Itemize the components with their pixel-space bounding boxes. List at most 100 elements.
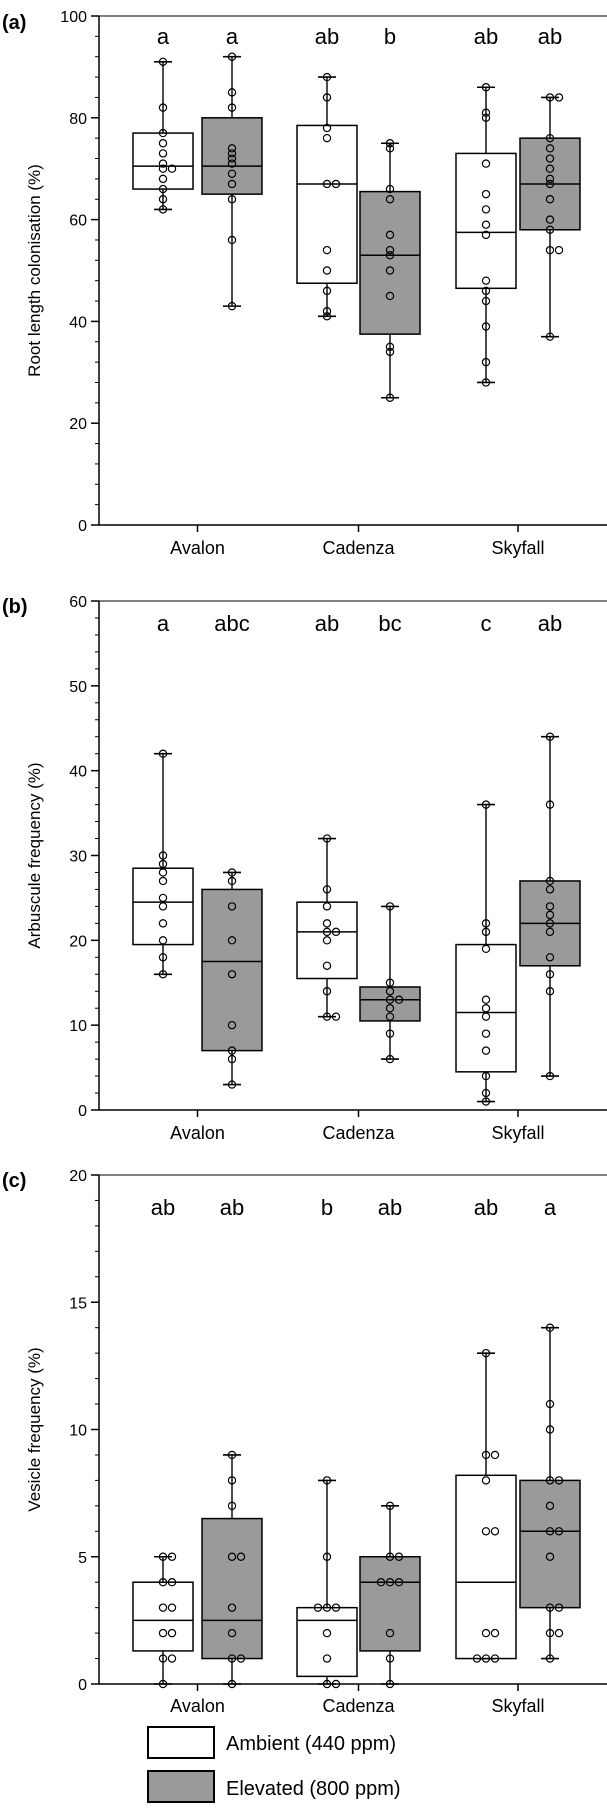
significance-letter: ab	[474, 1195, 498, 1220]
data-point	[385, 995, 395, 1004]
data-point	[227, 1450, 237, 1460]
data-point	[227, 149, 237, 158]
data-point	[385, 1628, 395, 1638]
data-point	[331, 1679, 341, 1689]
box-iqr	[132, 867, 194, 946]
data-point	[545, 174, 555, 184]
data-point	[313, 1603, 323, 1612]
data-point	[545, 987, 555, 996]
data-point	[227, 1476, 237, 1485]
data-point	[545, 1654, 555, 1663]
box-ambient	[132, 57, 194, 214]
x-category-label: Skyfall	[491, 1696, 544, 1716]
data-point	[227, 1046, 237, 1055]
data-point	[322, 286, 332, 296]
legend-label-elevated: Elevated (800 ppm)	[226, 1778, 401, 1800]
data-point	[322, 72, 332, 82]
y-axis-title: Root length colonisation (%)	[25, 164, 44, 377]
data-point	[385, 342, 395, 352]
panel-label: (c)	[2, 1170, 26, 1192]
data-point	[545, 93, 555, 102]
data-point	[545, 215, 555, 224]
data-point	[554, 1603, 564, 1612]
data-point	[158, 876, 168, 886]
data-point	[545, 133, 555, 143]
box-elevated	[519, 732, 581, 1081]
significance-letter: ab	[474, 24, 498, 49]
data-point	[227, 1020, 237, 1030]
data-point	[331, 1603, 341, 1612]
data-point	[158, 868, 168, 877]
data-point	[158, 128, 168, 138]
data-point	[545, 1323, 555, 1332]
y-tick-label: 0	[78, 1103, 87, 1120]
data-point	[481, 1527, 491, 1536]
y-tick-label: 10	[69, 1018, 87, 1035]
significance-letter: a	[157, 611, 170, 636]
data-point	[322, 1552, 332, 1561]
data-point	[554, 245, 564, 255]
box-ambient	[132, 1552, 194, 1689]
data-point	[385, 1679, 395, 1689]
data-point	[545, 953, 555, 962]
data-point	[236, 1654, 246, 1663]
data-point	[385, 139, 395, 148]
data-point	[158, 103, 168, 112]
data-point	[545, 927, 555, 937]
data-point	[490, 1450, 500, 1460]
data-point	[385, 195, 395, 204]
data-point	[481, 1654, 491, 1663]
box-elevated	[359, 1501, 421, 1689]
x-category-label: Avalon	[170, 538, 225, 558]
data-point	[331, 927, 341, 937]
data-point	[158, 859, 168, 869]
data-point	[158, 1577, 168, 1587]
data-point	[227, 159, 237, 168]
box-iqr	[201, 1517, 263, 1660]
box-iqr	[455, 943, 517, 1073]
data-point	[227, 1628, 237, 1638]
y-axis-title: Arbuscule frequency (%)	[25, 762, 44, 948]
data-point	[481, 1088, 491, 1098]
data-point	[227, 1552, 237, 1561]
data-point	[545, 179, 555, 189]
data-point	[545, 919, 555, 928]
panel-label: (a)	[2, 12, 26, 34]
data-point	[481, 944, 491, 954]
data-point	[376, 1577, 386, 1587]
data-point	[227, 179, 237, 189]
data-point	[167, 1577, 177, 1587]
x-category-label: Skyfall	[491, 1123, 544, 1143]
box-ambient	[296, 834, 358, 1021]
y-axis-title: Vesicle frequency (%)	[25, 1347, 44, 1511]
data-point	[481, 1450, 491, 1460]
data-point	[227, 876, 237, 886]
box-elevated	[359, 139, 421, 402]
data-point	[331, 179, 341, 189]
data-point	[167, 1654, 177, 1663]
data-point	[545, 245, 555, 255]
data-point	[545, 1501, 555, 1511]
data-point	[322, 1012, 332, 1021]
data-point	[545, 1476, 555, 1485]
legend-swatch-ambient	[147, 1726, 215, 1759]
data-point	[490, 1654, 500, 1663]
legend: Ambient (440 ppm) Elevated (800 ppm)	[147, 1726, 401, 1803]
data-point	[481, 1628, 491, 1638]
data-point	[385, 902, 395, 911]
y-tick-label: 50	[69, 679, 87, 696]
y-tick-label: 60	[69, 213, 87, 230]
data-point	[158, 195, 168, 204]
y-tick-label: 30	[69, 849, 87, 866]
data-point	[481, 995, 491, 1004]
box-ambient	[455, 83, 517, 387]
data-point	[227, 103, 237, 112]
significance-letter: bc	[378, 611, 401, 636]
data-point	[385, 1054, 395, 1064]
data-point	[554, 1527, 564, 1536]
data-point	[385, 1012, 395, 1021]
box-iqr	[359, 986, 421, 1022]
data-point	[322, 245, 332, 255]
y-tick-label: 40	[69, 314, 87, 331]
